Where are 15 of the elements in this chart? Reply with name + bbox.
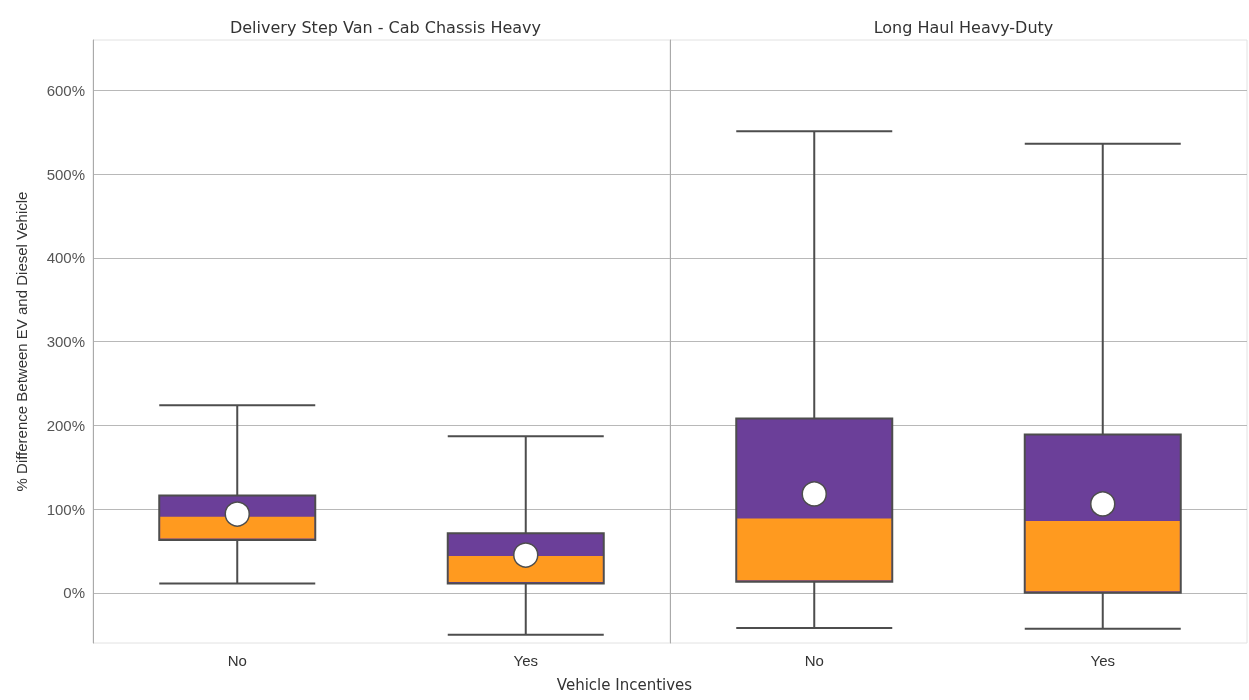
y-tick-label: 500% bbox=[46, 165, 85, 183]
y-tick-label: 600% bbox=[46, 81, 85, 99]
x-tick-label: Yes bbox=[513, 652, 538, 669]
y-tick-label: 0% bbox=[63, 584, 85, 602]
y-tick-label: 100% bbox=[46, 500, 85, 518]
y-axis-title: % Difference Between EV and Diesel Vehicle bbox=[13, 191, 30, 492]
y-tick-label: 300% bbox=[46, 333, 85, 350]
x-axis-title: Vehicle Incentives bbox=[555, 676, 694, 694]
x-tick-label: Yes bbox=[1090, 652, 1115, 669]
y-tick-label: 400% bbox=[46, 249, 85, 267]
x-tick-label: No bbox=[227, 652, 247, 669]
chart-title: Long Haul Heavy-Duty bbox=[873, 17, 1054, 37]
x-tick-label: No bbox=[804, 652, 824, 669]
y-tick-label: 200% bbox=[46, 416, 85, 434]
chart-title: Delivery Step Van - Cab Chassis Heavy bbox=[229, 17, 542, 37]
